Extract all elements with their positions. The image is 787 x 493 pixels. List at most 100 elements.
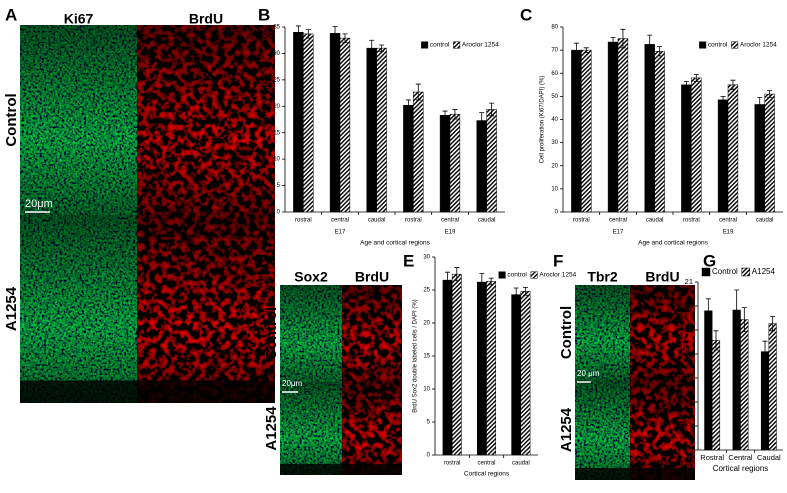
- bar: [449, 113, 461, 213]
- scale-label: 20 μm: [577, 369, 600, 378]
- panel-label: B: [258, 5, 270, 24]
- x-tick-label: central: [441, 218, 459, 224]
- error-bar: [767, 90, 773, 98]
- bar: [293, 32, 304, 213]
- error-bar: [513, 287, 519, 302]
- x-tick-label: rostral: [295, 218, 312, 224]
- y-axis-title: Cells in S-phase (BrdU/DAPI) (%): [262, 75, 268, 165]
- x-tick-label: central: [477, 461, 495, 467]
- column-label: Tbr2: [587, 269, 618, 285]
- bar: [366, 47, 377, 213]
- legend-swatch: [530, 271, 538, 279]
- legend-swatch: [498, 271, 506, 279]
- y-tick-label: 35: [273, 25, 280, 31]
- panel-label: A: [5, 5, 17, 24]
- legend-label: control: [430, 42, 450, 49]
- y-tick-label: 6: [689, 397, 693, 406]
- dark-band: [20, 380, 275, 403]
- bar: [740, 319, 749, 451]
- x-tick-label: rostral: [683, 218, 700, 224]
- bar: [691, 77, 702, 213]
- y-tick-label: 25: [423, 288, 430, 294]
- y-tick-label: 30: [273, 51, 280, 57]
- error-bar: [770, 316, 776, 332]
- y-tick-label: 15: [423, 354, 430, 360]
- legend-label: Aroclor 1254: [740, 42, 777, 49]
- column-label: BrdU: [645, 269, 679, 285]
- column-label: BrdU: [189, 11, 223, 27]
- y-tick-label: 10: [273, 157, 280, 163]
- y-tick-label: 30: [423, 255, 430, 261]
- column-label: BrdU: [355, 269, 389, 285]
- error-bar: [405, 99, 411, 111]
- micrograph-shade: [280, 382, 342, 475]
- error-bar: [573, 42, 579, 58]
- y-tick-label: 20: [423, 321, 430, 327]
- x-tick-label: Central: [728, 453, 753, 462]
- x-tick-label: caudal: [646, 218, 664, 224]
- error-bar: [522, 286, 528, 296]
- bar: [329, 33, 341, 213]
- charts: 0 5 10 15 20 25 30 35 rostral central caudal rostra…: [262, 25, 783, 478]
- micrograph-shade: [342, 382, 402, 475]
- bar: [711, 340, 721, 451]
- scale-label: 20μm: [25, 198, 53, 210]
- error-bar: [332, 26, 338, 41]
- y-tick-label: 0: [277, 210, 281, 216]
- group-label: E17: [613, 230, 624, 236]
- bar: [451, 273, 462, 456]
- error-bar: [442, 110, 448, 120]
- bar: [571, 49, 582, 213]
- y-axis-title: Cell proliferation (Ki67/DAPI) (%): [540, 76, 546, 164]
- bar: [617, 38, 629, 213]
- dark-band: [280, 463, 402, 475]
- error-bar: [734, 289, 740, 331]
- error-bar: [683, 80, 689, 89]
- legend-label: Aroclor 1254: [539, 272, 576, 279]
- bar: [727, 84, 739, 213]
- error-bar: [730, 79, 736, 90]
- panel-label: F: [553, 251, 563, 270]
- y-tick-label: 70: [551, 48, 558, 54]
- x-tick-label: caudal: [368, 218, 386, 224]
- x-tick-label: Caudal: [757, 453, 781, 462]
- legend-label: control: [708, 42, 728, 49]
- y-tick-label: 0: [427, 453, 431, 459]
- legend-swatch: [741, 267, 751, 277]
- legend-swatch: [731, 41, 739, 49]
- micrograph-shade: [280, 285, 342, 382]
- error-bar: [479, 273, 485, 292]
- y-axis-title: BrdU Sox2 double labeled cells / DAPI (%…: [413, 299, 419, 412]
- y-tick-label: 5: [277, 183, 281, 189]
- legend-label: Aroclor 1254: [462, 42, 499, 49]
- micrograph-shade: [20, 25, 137, 215]
- y-tick-label: 60: [551, 71, 558, 77]
- bar: [681, 84, 692, 213]
- bar: [303, 33, 314, 213]
- group-label: E17: [335, 230, 346, 236]
- panel-label: C: [520, 5, 532, 24]
- row-label: A1254: [558, 407, 575, 452]
- x-axis-title: Age and cortical regions: [638, 240, 708, 247]
- legend-swatch: [453, 41, 461, 49]
- y-tick-label: 18: [685, 301, 693, 310]
- x-tick-label: rostral: [444, 461, 461, 467]
- y-tick-label: 20: [551, 163, 558, 169]
- y-tick-label: 20: [273, 104, 280, 110]
- x-tick-label: caudal: [756, 218, 774, 224]
- x-axis-title: Age and cortical regions: [360, 240, 430, 247]
- bar: [439, 115, 451, 213]
- error-bar: [454, 267, 460, 282]
- x-tick-label: central: [609, 218, 627, 224]
- group-label: E19: [445, 230, 456, 236]
- micrograph-shade: [630, 380, 695, 480]
- x-tick-label: central: [719, 218, 737, 224]
- y-tick-label: 25: [273, 77, 280, 83]
- error-bar: [342, 33, 348, 43]
- row-label: A1254: [3, 286, 20, 331]
- panel-label: D: [258, 251, 270, 270]
- x-tick-label: central: [331, 218, 349, 224]
- bar: [607, 41, 619, 213]
- error-bar: [295, 25, 301, 40]
